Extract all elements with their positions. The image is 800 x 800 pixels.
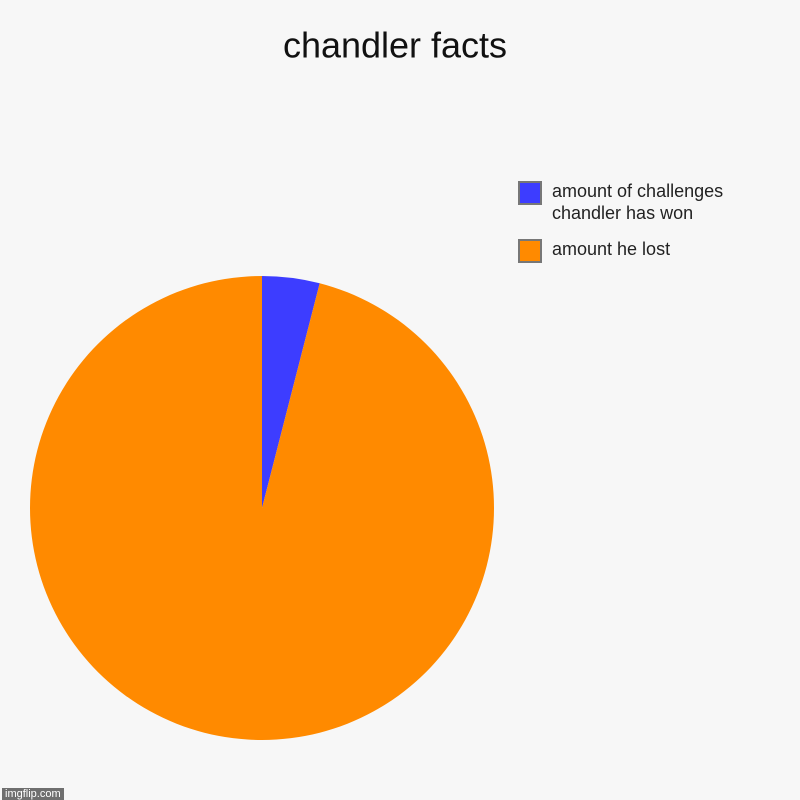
pie-slice (262, 276, 320, 508)
chart-title: chandler facts (283, 25, 507, 66)
legend-item: amount he lost (518, 238, 768, 263)
legend: amount of challenges chandler has won amo… (518, 180, 768, 277)
legend-label: amount he lost (552, 239, 671, 259)
legend-item: amount of challenges chandler has won (518, 180, 768, 224)
pie-slice (30, 276, 495, 740)
legend-swatch (518, 239, 542, 263)
watermark: imgflip.com (2, 788, 64, 800)
legend-label: amount of challenges chandler has won (552, 181, 724, 223)
legend-swatch (518, 181, 542, 205)
